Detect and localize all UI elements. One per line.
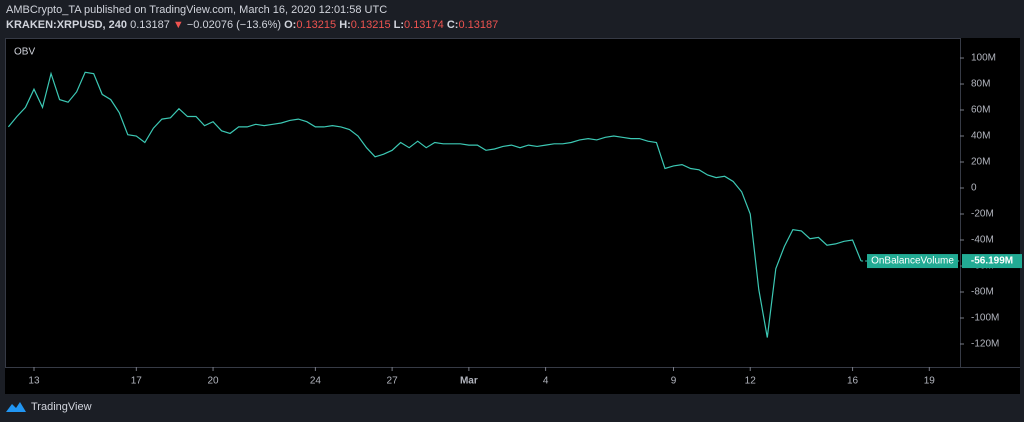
publish-title: AMBCrypto_TA published on TradingView.co… (6, 4, 388, 16)
symbol: KRAKEN:XRPUSD, 240 (6, 19, 128, 31)
down-arrow: ▼ (172, 19, 184, 31)
last-value-box (962, 254, 1022, 269)
indicator-title: OBV (14, 47, 35, 58)
x-tick-label: 16 (847, 376, 859, 387)
brand: TradingView (31, 401, 92, 413)
change: −0.02076 (−13.6%) (186, 19, 282, 31)
last-value-label: -56.199M (971, 256, 1013, 267)
header: AMBCrypto_TA published on TradingView.co… (6, 3, 498, 33)
publish-line: AMBCrypto_TA published on TradingView.co… (6, 3, 498, 18)
y-tick-label: 20M (971, 157, 990, 168)
x-tick-label: 19 (924, 376, 936, 387)
y-tick-label: 80M (971, 79, 990, 90)
last-price: 0.13187 (130, 19, 170, 31)
close: 0.13187 (458, 19, 499, 31)
obv-line (7, 71, 862, 338)
y-tick-label: 100M (971, 53, 996, 64)
x-tick-label: 4 (543, 376, 549, 387)
x-tick-label: 12 (745, 376, 757, 387)
y-tick-label: 0 (971, 183, 977, 194)
symbol-line: KRAKEN:XRPUSD, 240 0.13187 ▼ −0.02076 (−… (6, 18, 498, 33)
logo (6, 402, 26, 412)
open: 0.13215 (296, 19, 337, 31)
close-label: C: (446, 19, 459, 31)
high-label: H: (339, 19, 351, 31)
x-tick-label: Mar (460, 376, 478, 387)
y-tick-label: -80M (971, 287, 994, 298)
x-tick-label: 20 (207, 376, 219, 387)
x-tick-label: 24 (310, 376, 322, 387)
logo-icon (6, 402, 26, 412)
x-tick-label: 27 (387, 376, 399, 387)
y-tick-label: -100M (971, 313, 999, 324)
y-tick-label: -40M (971, 235, 994, 246)
high: 0.13215 (350, 19, 391, 31)
chart-background (5, 38, 1020, 394)
y-tick-label: 60M (971, 105, 990, 116)
low: 0.13174 (404, 19, 444, 31)
series-name-box (867, 254, 958, 269)
open-label: O: (284, 19, 297, 31)
y-tick-label: -20M (971, 209, 994, 220)
low-label: L: (393, 19, 405, 31)
y-tick-label: -120M (971, 339, 999, 350)
x-tick-label: 9 (671, 376, 677, 387)
x-tick-label: 13 (28, 376, 40, 387)
y-tick-label: 40M (971, 131, 990, 142)
series-name: OnBalanceVolume (871, 256, 954, 267)
x-tick-label: 17 (131, 376, 143, 387)
